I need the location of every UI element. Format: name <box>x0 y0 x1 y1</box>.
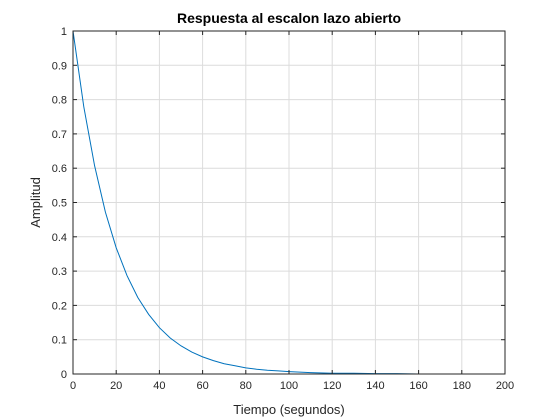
x-tick-label: 120 <box>323 380 341 392</box>
y-tick-label: 0.5 <box>52 198 67 210</box>
x-tick-label: 160 <box>409 380 427 392</box>
y-tick-label: 0.8 <box>52 95 67 107</box>
chart-title: Respuesta al escalon lazo abierto <box>177 10 401 26</box>
y-tick-label: 0.9 <box>52 60 67 72</box>
y-tick-label: 0.6 <box>52 163 67 175</box>
y-tick-label: 1 <box>61 26 67 38</box>
y-tick-label: 0 <box>61 369 67 381</box>
ticks <box>72 30 506 375</box>
y-tick-label: 0.1 <box>52 335 67 347</box>
y-tick-label: 0.4 <box>52 232 67 244</box>
x-tick-label: 180 <box>453 380 471 392</box>
x-tick-label: 20 <box>110 380 122 392</box>
tick-labels: 0 20 40 60 80 100 120 140 160 180 200 0 0.1 0.2 0.3 0.4… <box>52 26 514 392</box>
x-tick-label: 60 <box>196 380 208 392</box>
x-tick-label: 100 <box>280 380 298 392</box>
x-tick-label: 40 <box>153 380 165 392</box>
y-tick-label: 0.2 <box>52 300 67 312</box>
x-tick-label: 80 <box>240 380 252 392</box>
x-tick-label: 140 <box>366 380 384 392</box>
y-axis-label: Amplitud <box>28 177 43 228</box>
x-tick-label: 200 <box>496 380 514 392</box>
x-axis-label: Tiempo (segundos) <box>233 402 345 417</box>
x-tick-label: 0 <box>70 380 76 392</box>
y-tick-label: 0.3 <box>52 266 67 278</box>
y-tick-label: 0.7 <box>52 129 67 141</box>
